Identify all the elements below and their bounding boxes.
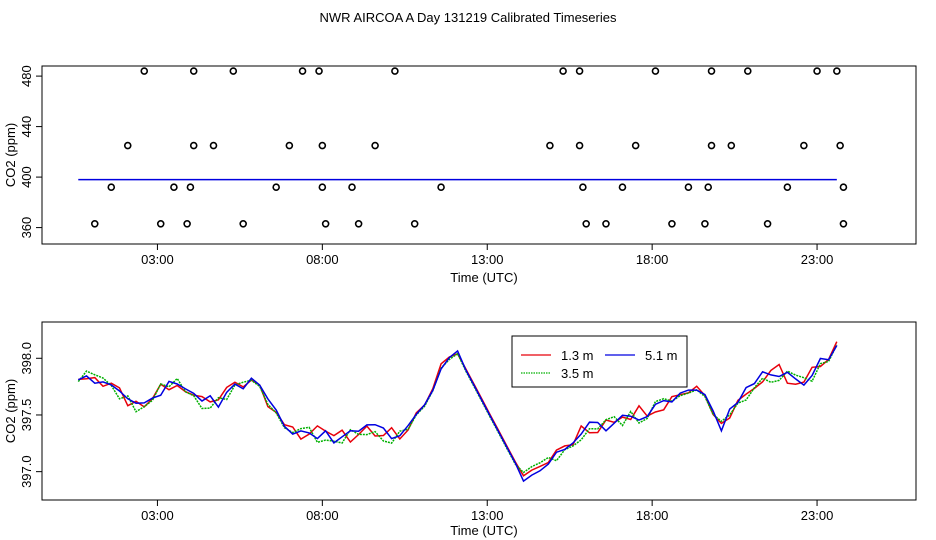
scatter-point bbox=[704, 183, 713, 191]
series-line-5-1-m bbox=[77, 345, 838, 483]
scatter-point bbox=[318, 141, 327, 150]
bottom-x-axis-label: Time (UTC) bbox=[450, 523, 517, 538]
scatter-point bbox=[123, 141, 132, 150]
scatter-point bbox=[833, 67, 841, 75]
scatter-point bbox=[575, 141, 584, 150]
scatter-point bbox=[618, 183, 627, 191]
scatter-point bbox=[170, 183, 178, 191]
scatter-point bbox=[285, 141, 294, 150]
scatter-point bbox=[321, 220, 330, 228]
scatter-point bbox=[183, 220, 191, 228]
scatter-point bbox=[209, 141, 218, 150]
top-x-tick-label: 23:00 bbox=[801, 252, 834, 267]
scatter-point bbox=[546, 141, 554, 150]
scatter-point bbox=[298, 67, 307, 75]
bottom-y-axis-label: CO2 (ppm) bbox=[3, 379, 18, 443]
legend-label-1-3m: 1.3 m bbox=[561, 348, 594, 363]
top-y-tick-label: 480 bbox=[19, 65, 34, 87]
scatter-point bbox=[800, 141, 808, 150]
bottom-panel: 03:00 08:00 13:00 18:00 23:00 397.0 397.5 398.… bbox=[3, 321, 917, 538]
chart-title: NWR AIRCOA A Day 131219 Calibrated Times… bbox=[320, 10, 617, 25]
scatter-point bbox=[348, 183, 356, 191]
scatter-point bbox=[272, 183, 280, 191]
scatter-point bbox=[90, 220, 99, 228]
top-x-tick-label: 03:00 bbox=[141, 252, 174, 267]
bottom-y-axis: 397.0 397.5 398.0 bbox=[19, 342, 42, 488]
scatter-point bbox=[371, 141, 379, 150]
series-line-3-5-m bbox=[77, 344, 838, 474]
bottom-x-tick-label: 23:00 bbox=[801, 508, 834, 523]
bottom-y-tick-label: 398.0 bbox=[19, 342, 34, 375]
scatter-point bbox=[783, 183, 792, 191]
scatter-point bbox=[651, 67, 660, 75]
top-x-axis-label: Time (UTC) bbox=[450, 270, 517, 285]
bottom-plot-frame bbox=[41, 321, 917, 501]
bottom-x-tick-label: 08:00 bbox=[306, 508, 339, 523]
scatter-point bbox=[156, 220, 165, 228]
scatter-point bbox=[707, 67, 716, 75]
scatter-point bbox=[189, 67, 198, 75]
top-x-tick-label: 18:00 bbox=[636, 252, 669, 267]
scatter-point bbox=[836, 141, 844, 150]
top-y-tick-label: 400 bbox=[19, 166, 34, 188]
legend: 1.3 m 3.5 m 5.1 m bbox=[511, 335, 688, 388]
top-x-tick-label: 13:00 bbox=[471, 252, 504, 267]
scatter-point bbox=[239, 220, 247, 228]
top-y-tick-label: 440 bbox=[19, 116, 34, 138]
scatter-point bbox=[631, 141, 640, 150]
legend-box bbox=[511, 335, 688, 388]
scatter-point bbox=[410, 220, 419, 228]
scatter-point bbox=[189, 141, 198, 150]
scatter-point bbox=[579, 183, 587, 191]
top-x-axis: 03:00 08:00 13:00 18:00 23:00 bbox=[141, 244, 833, 267]
series-line-1-3-m bbox=[78, 341, 838, 477]
legend-label-5-1m: 5.1 m bbox=[645, 348, 678, 363]
top-y-axis-label: CO2 (ppm) bbox=[3, 123, 18, 187]
bottom-x-axis: 03:00 08:00 13:00 18:00 23:00 bbox=[141, 500, 833, 523]
scatter-point bbox=[559, 67, 567, 75]
bottom-y-tick-label: 397.5 bbox=[19, 399, 34, 432]
top-y-tick-label: 360 bbox=[19, 217, 34, 239]
scatter-point bbox=[839, 220, 848, 228]
bottom-series-lines bbox=[77, 341, 838, 483]
scatter-point bbox=[813, 67, 821, 75]
scatter-point bbox=[315, 67, 323, 75]
scatter-point bbox=[318, 183, 327, 191]
bottom-y-tick-label: 397.0 bbox=[19, 455, 34, 488]
scatter-point bbox=[602, 220, 610, 228]
scatter-point bbox=[107, 183, 116, 191]
scatter-point bbox=[391, 67, 399, 75]
scatter-point bbox=[437, 183, 445, 191]
scatter-point bbox=[743, 67, 752, 75]
scatter-point bbox=[140, 67, 149, 75]
scatter-point bbox=[707, 141, 716, 150]
legend-label-3-5m: 3.5 m bbox=[561, 366, 594, 381]
scatter-point bbox=[701, 220, 709, 228]
top-scatter-points bbox=[90, 67, 848, 228]
bottom-x-tick-label: 18:00 bbox=[636, 508, 669, 523]
top-y-axis: 360 400 440 480 bbox=[19, 65, 42, 238]
scatter-point bbox=[186, 183, 195, 191]
scatter-point bbox=[839, 183, 848, 191]
scatter-point bbox=[668, 220, 676, 228]
bottom-x-tick-label: 03:00 bbox=[141, 508, 174, 523]
scatter-point bbox=[229, 67, 238, 75]
scatter-point bbox=[354, 220, 363, 228]
scatter-point bbox=[727, 141, 736, 150]
scatter-point bbox=[763, 220, 772, 228]
scatter-point bbox=[684, 183, 693, 191]
bottom-x-tick-label: 13:00 bbox=[471, 508, 504, 523]
top-plot-frame bbox=[41, 65, 917, 245]
top-x-tick-label: 08:00 bbox=[306, 252, 339, 267]
scatter-point bbox=[575, 67, 584, 75]
top-panel: 03:00 08:00 13:00 18:00 23:00 360 400 440 480 T… bbox=[3, 65, 917, 285]
scatter-point bbox=[582, 220, 590, 228]
